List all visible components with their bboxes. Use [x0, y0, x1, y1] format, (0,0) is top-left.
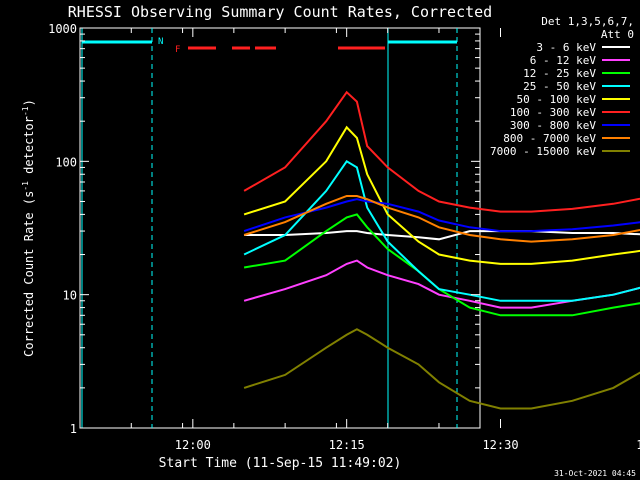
- y-axis-label-sup2: -1: [21, 106, 30, 116]
- series-line: [243, 328, 640, 410]
- y-tick-label: 100: [55, 155, 77, 169]
- chart-title: RHESSI Observing Summary Count Rates, Co…: [68, 3, 492, 21]
- series-line: [243, 159, 640, 302]
- legend-label: 3 - 6 keV: [536, 41, 596, 54]
- y-axis-label-main: Corrected Count Rate (s: [22, 191, 36, 357]
- detector-info-line2: Att 0: [601, 28, 634, 41]
- series-line: [243, 213, 640, 317]
- series-line: [243, 90, 640, 213]
- legend-label: 300 - 800 keV: [510, 119, 596, 132]
- series-line: [243, 198, 640, 233]
- y-axis-label: Corrected Count Rate (s-1 detector-1): [21, 99, 36, 357]
- legend-label: 25 - 50 keV: [523, 80, 596, 93]
- series-group: [243, 90, 640, 410]
- y-tick-label: 1000: [48, 22, 77, 36]
- x-tick-label: 12:45: [636, 438, 640, 452]
- observing-overlays: NF: [81, 28, 458, 428]
- legend-label: 12 - 25 keV: [523, 67, 596, 80]
- x-tick-label: 12:00: [175, 438, 211, 452]
- y-axis-label-end: ): [22, 99, 36, 106]
- detector-info-line1: Det 1,3,5,6,7,: [541, 15, 634, 28]
- legend-label: 7000 - 15000 keV: [490, 145, 596, 158]
- legend-label: 800 - 7000 keV: [503, 132, 596, 145]
- y-axis: 1 10 100 1000: [48, 22, 480, 436]
- flare-flag-label: F: [175, 45, 180, 55]
- y-axis-label-sup1: -1: [21, 181, 30, 191]
- legend-label: 50 - 100 keV: [517, 93, 597, 106]
- series-line: [244, 230, 640, 241]
- y-tick-label: 1: [70, 422, 77, 436]
- x-axis-label: Start Time (11-Sep-15 11:49:02): [159, 456, 402, 471]
- series-line: [243, 125, 640, 265]
- y-axis-label-mid: detector: [22, 116, 36, 181]
- night-flag-label: N: [158, 37, 163, 47]
- legend-label: 6 - 12 keV: [530, 54, 597, 67]
- series-line: [243, 195, 640, 243]
- footer-date: 31-Oct-2021 04:45: [554, 469, 636, 478]
- legend-label: 100 - 300 keV: [510, 106, 596, 119]
- y-tick-label: 10: [63, 289, 77, 303]
- x-tick-label: 12:30: [482, 438, 518, 452]
- x-tick-label: 12:15: [329, 438, 365, 452]
